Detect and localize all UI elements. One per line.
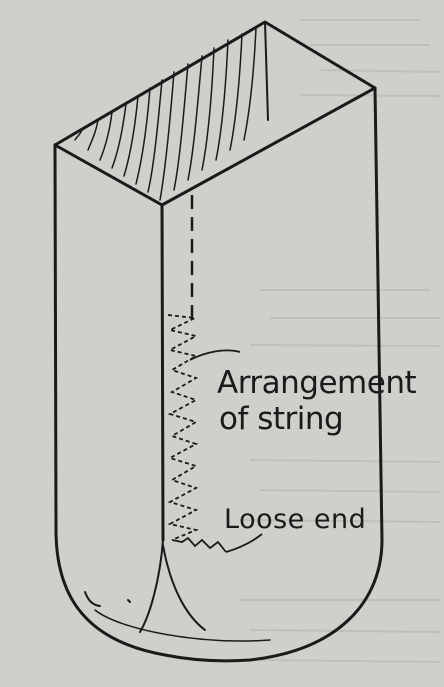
bleed-through-marks [239,19,441,663]
bag-bottom-fold [139,539,164,633]
bag-right-side [163,86,384,663]
label-of-string: of string [219,401,344,437]
opening-inner-fold [264,21,269,121]
bag-left-side [53,143,167,657]
label-arrangement: Arrangement [217,365,417,401]
arrangement-leader [189,349,241,361]
bag-opening [53,20,377,207]
opening-back-edge [53,20,377,147]
opening-hatching [74,27,257,201]
bag-bottom-curve [94,609,271,642]
label-loose-end: Loose end [224,504,367,535]
loose-end-leader [225,533,263,553]
bag-bottom-fold-2 [162,544,206,631]
bag-front-crease [160,203,165,542]
bag-left-dot [127,599,131,603]
zigzag-string [167,314,199,541]
bag-left-mark [84,591,101,607]
opening-front-edge [53,86,377,207]
loose-end-string [171,536,227,553]
bag-body [53,86,384,663]
